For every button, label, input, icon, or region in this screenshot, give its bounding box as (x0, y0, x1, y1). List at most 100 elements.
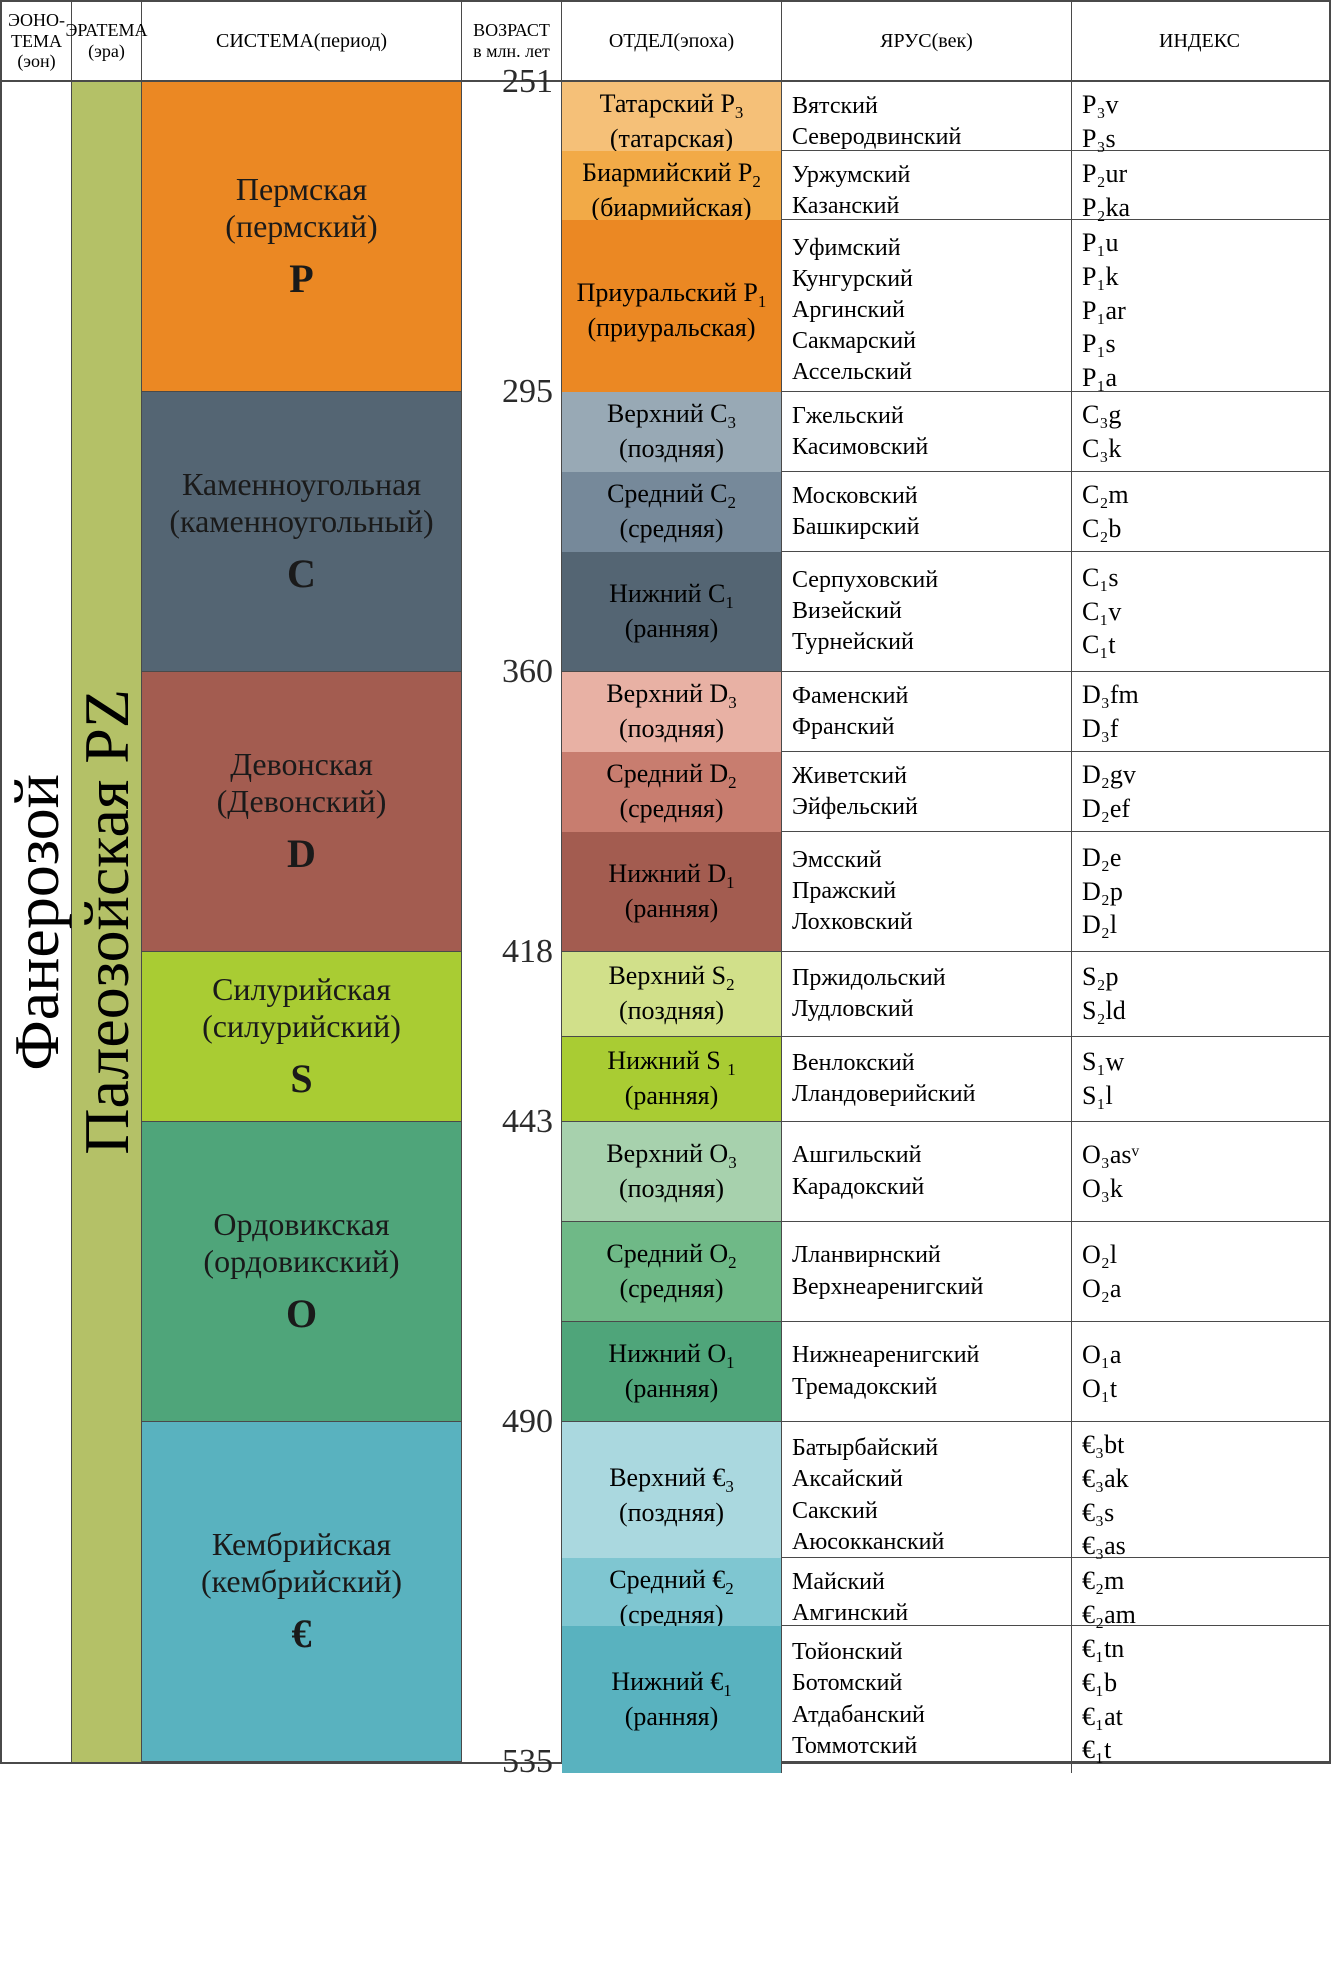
section-row: Нижний D1(ранняя)ЭмсскийПражскийЛохковск… (562, 832, 1331, 952)
stage-name: Гжельский (792, 401, 1061, 432)
stage-name: Уфимский (792, 233, 1061, 264)
eon-column: Фанерозой (2, 82, 72, 1762)
index-code: P₂ur (1082, 157, 1322, 191)
stage-name: Живетский (792, 761, 1061, 792)
stage-cell: МосковскийБашкирский (782, 472, 1072, 552)
stage-name: Ашгильский (792, 1140, 1061, 1171)
section-title: Нижний S 1 (607, 1045, 735, 1080)
stage-name: Тойонский (792, 1637, 1061, 1668)
section-row: Средний C2(средняя)МосковскийБашкирскийC… (562, 472, 1331, 552)
period-name-paren: (ордовикский) (203, 1243, 399, 1280)
section-row: Средний D2(средняя)ЖиветскийЭйфельскийD₂… (562, 752, 1331, 832)
sections-stack: Верхний S2(поздняя)ПржидольскийЛудловски… (562, 952, 1331, 1122)
period-name-paren: (пермский) (225, 208, 377, 245)
section-row: Нижний €1(ранняя)ТойонскийБотомскийАтдаб… (562, 1626, 1331, 1762)
section-title: Татарский P3 (600, 88, 744, 123)
period-right-row: 535Верхний €3(поздняя)БатырбайскийАксайс… (462, 1422, 1331, 1762)
index-code: €₃bt (1082, 1428, 1322, 1462)
age-cell: 418 (462, 672, 562, 952)
stage-name: Майский (792, 1567, 1061, 1598)
period-right-row: 251295Татарский P3(татарская)ВятскийСеве… (462, 82, 1331, 392)
stage-name: Нижнеаренигский (792, 1340, 1061, 1371)
index-code: P₃v (1082, 88, 1322, 122)
index-code: €₁b (1082, 1666, 1322, 1700)
index-code: P₁u (1082, 226, 1322, 260)
index-cell: D₂eD₂pD₂l (1072, 832, 1331, 951)
period-symbol: O (286, 1290, 317, 1337)
section-cell: Нижний C1(ранняя) (562, 552, 782, 671)
section-title: Приуральский P1 (577, 277, 767, 312)
stage-cell: ВенлокскийЛландоверийский (782, 1037, 1072, 1121)
index-cell: €₃bt€₃ak€₃s€₃as (1072, 1422, 1331, 1569)
stage-name: Визейский (792, 596, 1061, 627)
hdr-stage: ЯРУС(век) (782, 2, 1072, 80)
section-cell: Верхний S2(поздняя) (562, 952, 782, 1036)
index-code: €₁t (1082, 1733, 1322, 1767)
section-sub: (средняя) (619, 793, 723, 826)
period-name: Ордовикская (213, 1206, 389, 1243)
index-code: P₁k (1082, 260, 1322, 294)
stage-name: Эйфельский (792, 792, 1061, 823)
section-title: Верхний €3 (609, 1462, 734, 1497)
section-row: Нижний C1(ранняя)СерпуховскийВизейскийТу… (562, 552, 1331, 672)
section-sub: (приуральская) (587, 312, 755, 345)
index-code: C₁s (1082, 561, 1322, 595)
section-cell: Средний C2(средняя) (562, 472, 782, 552)
section-row: Средний O2(средняя)ЛланвирнскийВерхнеаре… (562, 1222, 1331, 1322)
era-column: Палеозойская PZ (72, 82, 142, 1762)
index-code: S₁w (1082, 1045, 1322, 1079)
section-sub: (средняя) (619, 513, 723, 546)
age-label: 251 (502, 63, 553, 101)
stage-name: Московский (792, 481, 1061, 512)
index-code: P₁a (1082, 361, 1322, 395)
stage-cell: УфимскийКунгурскийАргинскийСакмарскийАсс… (782, 220, 1072, 401)
index-code: O₁t (1082, 1372, 1322, 1406)
index-code: D₂e (1082, 841, 1322, 875)
stage-name: Томмотский (792, 1731, 1061, 1762)
stage-cell: ПржидольскийЛудловский (782, 952, 1072, 1036)
section-row: Средний €2(средняя)МайскийАмгинский€₂m€₂… (562, 1558, 1331, 1626)
index-code: C₂m (1082, 478, 1322, 512)
stage-name: Венлокский (792, 1048, 1061, 1079)
section-sub: (поздняя) (619, 1173, 724, 1206)
age-cell: 535 (462, 1422, 562, 1762)
hdr-index: ИНДЕКС (1072, 2, 1327, 80)
index-code: S₂p (1082, 960, 1322, 994)
stage-cell: СерпуховскийВизейскийТурнейский (782, 552, 1072, 671)
age-cell: 443 (462, 952, 562, 1122)
period-block: Ордовикская(ордовикский) O (142, 1122, 461, 1422)
section-cell: Нижний €1(ранняя) (562, 1626, 782, 1773)
stage-name: Казанский (792, 191, 1061, 222)
period-name: Каменноугольная (182, 466, 421, 503)
section-row: Верхний S2(поздняя)ПржидольскийЛудловски… (562, 952, 1331, 1037)
section-sub: (поздняя) (619, 433, 724, 466)
index-code: S₁l (1082, 1079, 1322, 1113)
index-code: €₃ak (1082, 1462, 1322, 1496)
section-row: Биармийский P2(биармийская)УржумскийКаза… (562, 151, 1331, 220)
index-code: O₁a (1082, 1338, 1322, 1372)
period-block: Силурийская(силурийский)S (142, 952, 461, 1122)
index-cell: O₂lO₂a (1072, 1222, 1331, 1321)
section-cell: Татарский P3(татарская) (562, 82, 782, 162)
section-title: Нижний €1 (611, 1666, 731, 1701)
index-code: O₂l (1082, 1238, 1322, 1272)
eon-label: Фанерозой (0, 774, 74, 1071)
sections-stack: Верхний C3(поздняя)ГжельскийКасимовскийC… (562, 392, 1331, 672)
stage-name: Сакмарский (792, 326, 1061, 357)
index-code: D₂l (1082, 908, 1322, 942)
stage-cell: АшгильскийКарадокский (782, 1122, 1072, 1221)
hdr-dept: ОТДЕЛ(эпоха) (562, 2, 782, 80)
stage-name: Башкирский (792, 512, 1061, 543)
section-row: Нижний S 1(ранняя)ВенлокскийЛландоверийс… (562, 1037, 1331, 1122)
index-code: D₃fm (1082, 678, 1322, 712)
index-code: €₃s (1082, 1496, 1322, 1530)
hdr-era: ЭРАТЕМА(эра) (72, 2, 142, 80)
stage-name: Карадокский (792, 1172, 1061, 1203)
stage-name: Лланвирнский (792, 1240, 1061, 1271)
index-code: D₂gv (1082, 758, 1322, 792)
stage-name: Фаменский (792, 681, 1061, 712)
stage-cell: УржумскийКазанский (782, 151, 1072, 231)
index-cell: O₁aO₁t (1072, 1322, 1331, 1421)
stage-name: Атдабанский (792, 1700, 1061, 1731)
stage-name: Батырбайский (792, 1433, 1061, 1464)
